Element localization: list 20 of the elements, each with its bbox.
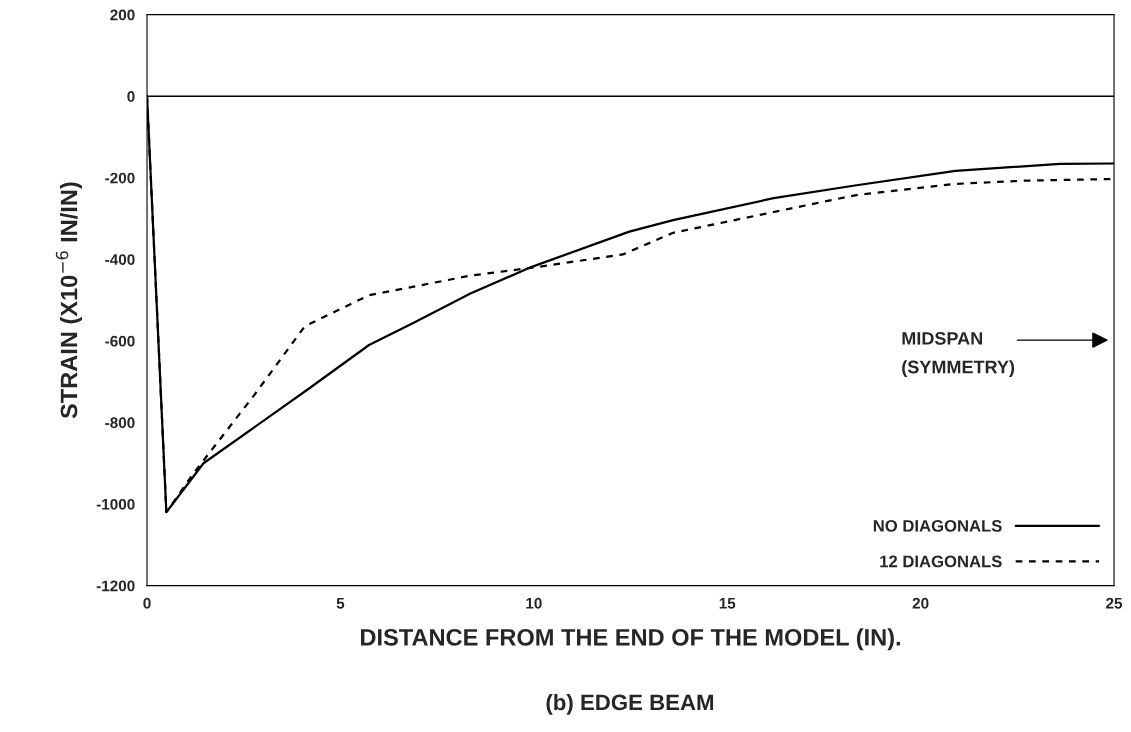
y-axis-title: STRAIN (X10$^{−6}$ IN/IN) xyxy=(55,182,83,419)
y-tick-label: -600 xyxy=(105,335,135,347)
x-tick-label: 0 xyxy=(143,597,151,609)
y-tick-label: -400 xyxy=(105,254,135,266)
legend-label: NO DIAGONALS xyxy=(873,519,1002,532)
y-tick-label: -200 xyxy=(105,172,135,184)
y-tick-label: -1200 xyxy=(96,580,135,592)
text: (b) EDGE BEAM xyxy=(546,693,714,715)
x-tick-label: 5 xyxy=(336,597,345,609)
x-tick-label: 20 xyxy=(912,597,929,609)
annotation: MIDSPAN (SYMMETRY) xyxy=(902,332,1015,377)
y-tick-label: -800 xyxy=(105,417,135,429)
y-tick-label: 200 xyxy=(110,9,135,21)
x-tick-label: 25 xyxy=(1106,597,1123,609)
y-tick-label: 0 xyxy=(127,91,135,102)
x-axis-title: DISTANCE FROM THE END OF THE MODEL (IN). xyxy=(361,628,901,651)
x-tick-label: 10 xyxy=(526,597,542,609)
y-tick-label: -1000 xyxy=(96,498,135,510)
x-tick-label: 15 xyxy=(719,597,736,609)
legend-label: 12 DIAGONALS xyxy=(880,555,1002,568)
